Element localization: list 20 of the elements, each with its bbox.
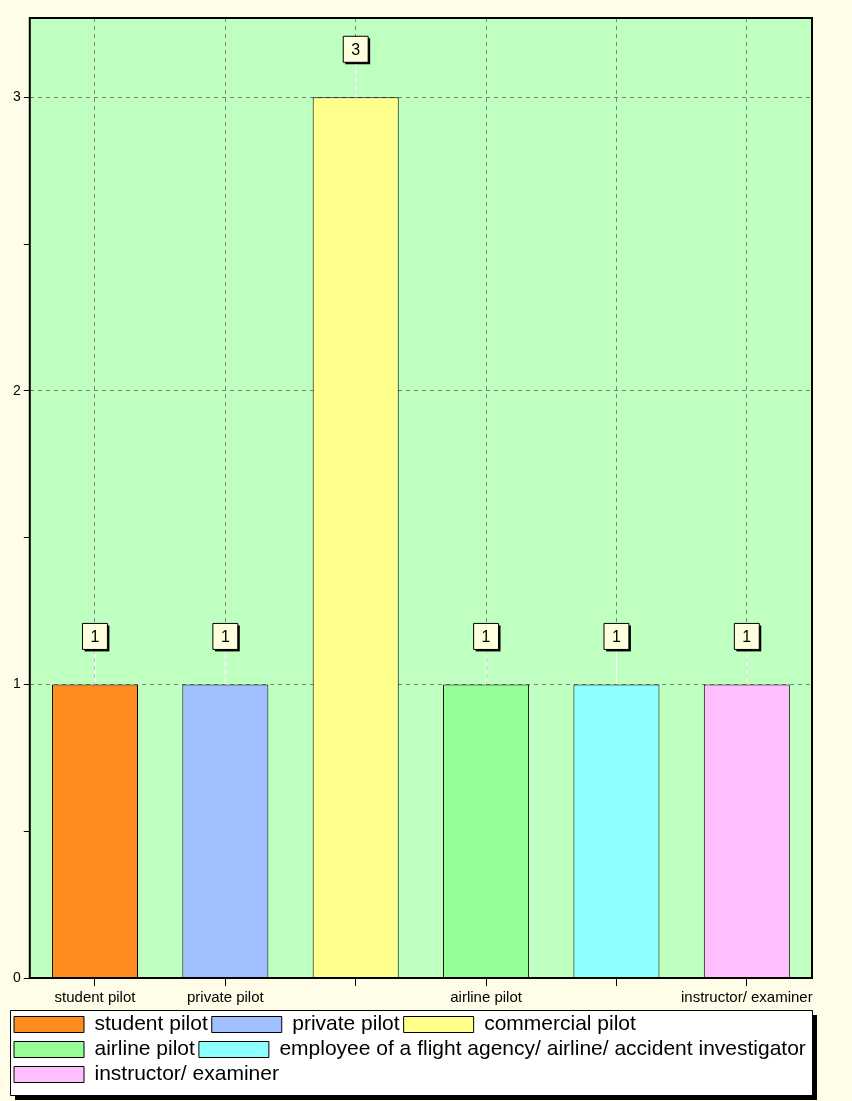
data-label: 1 (220, 627, 230, 645)
data-label: 1 (611, 627, 621, 645)
y-tick-label: 3 (12, 88, 21, 105)
y-tick-label: 1 (12, 675, 21, 692)
data-label: 1 (90, 627, 100, 645)
x-tick-label: airline pilot (450, 988, 523, 1006)
data-label: 1 (481, 627, 491, 645)
data-label: 1 (742, 627, 752, 645)
legend-label: private pilot (292, 1011, 400, 1035)
legend-label: student pilot (94, 1011, 208, 1035)
x-tick-label: instructor/ examiner (680, 988, 813, 1006)
legend-label: commercial pilot (484, 1011, 637, 1035)
legend-label: employee of a flight agency/ airline/ accident investigator (279, 1036, 806, 1060)
y-tick-label: 2 (12, 381, 21, 398)
x-tick-label: student pilot (54, 988, 137, 1006)
x-tick-label: private pilot (186, 988, 265, 1006)
data-label: 3 (351, 40, 361, 58)
legend-label: airline pilot (94, 1036, 196, 1060)
legend-label: instructor/ examiner (94, 1061, 279, 1085)
y-tick-label: 0 (12, 968, 21, 985)
